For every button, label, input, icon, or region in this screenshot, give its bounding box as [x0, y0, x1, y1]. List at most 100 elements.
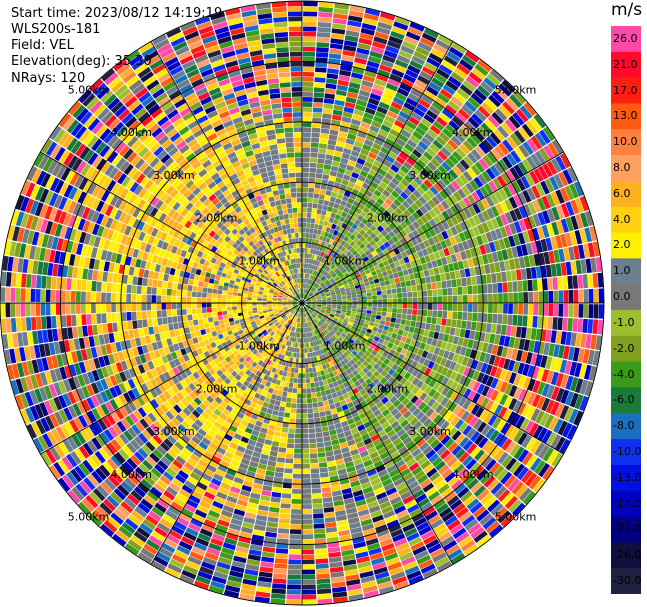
velocity-gate [211, 293, 217, 299]
velocity-gate [236, 126, 246, 134]
velocity-gate [423, 28, 439, 39]
velocity-gate [513, 257, 521, 270]
velocity-gate [194, 54, 209, 64]
velocity-gate [328, 134, 338, 141]
velocity-gate [391, 211, 399, 219]
velocity-gate [312, 289, 317, 293]
velocity-gate [290, 66, 302, 72]
velocity-gate [302, 232, 306, 238]
velocity-gate [445, 255, 453, 264]
velocity-gate [334, 242, 341, 249]
velocity-gate [55, 290, 61, 302]
velocity-gate [122, 71, 137, 84]
velocity-gate [321, 284, 327, 289]
velocity-gate [413, 50, 428, 61]
velocity-gate [157, 72, 172, 83]
velocity-gate [302, 177, 309, 183]
velocity-gate [36, 316, 42, 330]
velocity-gate [206, 150, 217, 160]
velocity-gate [322, 264, 327, 270]
velocity-gate [420, 215, 429, 224]
velocity-gate [434, 168, 444, 179]
velocity-gate [490, 218, 499, 229]
velocity-gate [306, 300, 312, 302]
velocity-gate [252, 300, 257, 303]
velocity-gate [218, 133, 229, 142]
velocity-gate [455, 252, 463, 262]
velocity-gate [279, 251, 284, 257]
velocity-gate [348, 253, 355, 260]
velocity-gate [552, 277, 558, 290]
velocity-gate [431, 48, 446, 59]
velocity-gate [429, 253, 436, 261]
velocity-gate [436, 203, 446, 213]
velocity-gate [5, 272, 12, 287]
velocity-gate [211, 16, 227, 25]
velocity-gate [484, 183, 494, 195]
velocity-gate [290, 56, 302, 62]
velocity-gate [284, 255, 288, 261]
velocity-gate [371, 287, 377, 292]
velocity-gate [463, 155, 474, 167]
velocity-gate [330, 212, 337, 219]
velocity-gate [151, 107, 163, 119]
velocity-gate [555, 155, 567, 171]
velocity-gate [305, 243, 309, 248]
velocity-gate [480, 233, 489, 244]
velocity-gate [302, 147, 311, 153]
velocity-gate [309, 167, 317, 173]
velocity-gate [305, 268, 308, 274]
velocity-gate [295, 177, 302, 183]
velocity-gate [271, 206, 278, 212]
velocity-gate [317, 204, 323, 210]
velocity-gate [322, 277, 327, 282]
velocity-gate [360, 199, 368, 206]
velocity-gate [323, 164, 332, 171]
velocity-gate [313, 283, 318, 288]
velocity-gate [345, 30, 360, 38]
velocity-gate [541, 195, 551, 210]
velocity-gate [325, 273, 331, 279]
velocity-gate [302, 238, 306, 243]
velocity-gate [486, 273, 492, 284]
velocity-gate [16, 273, 22, 288]
velocity-gate [253, 116, 264, 123]
velocity-gate [164, 266, 171, 275]
velocity-gate [360, 252, 367, 259]
velocity-gate [368, 217, 376, 225]
velocity-gate [302, 87, 314, 92]
velocity-gate [296, 187, 302, 193]
velocity-gate [527, 279, 533, 292]
velocity-gate [361, 274, 368, 280]
velocity-gate [337, 167, 346, 174]
velocity-gate [506, 247, 514, 259]
velocity-gate [511, 180, 522, 194]
velocity-gate [339, 216, 346, 223]
velocity-gate [326, 298, 332, 301]
velocity-gate [287, 1, 302, 7]
velocity-gate [314, 218, 320, 225]
velocity-gate [313, 254, 318, 260]
velocity-gate [297, 273, 300, 279]
velocity-gate [504, 260, 511, 271]
velocity-gate [306, 284, 310, 289]
velocity-gate [385, 82, 399, 92]
velocity-gate [101, 282, 107, 292]
velocity-gate [338, 273, 344, 279]
velocity-gate [298, 227, 302, 233]
velocity-gate [359, 170, 369, 178]
velocity-gate [343, 106, 354, 114]
velocity-gate [331, 191, 338, 198]
velocity-gate [179, 144, 190, 154]
velocity-gate [297, 202, 302, 208]
velocity-gate [563, 290, 569, 303]
velocity-gate [396, 54, 411, 64]
velocity-gate [101, 303, 106, 313]
velocity-gate [352, 278, 358, 284]
velocity-gate [328, 53, 342, 60]
velocity-gate [284, 127, 293, 133]
velocity-gate [273, 226, 279, 233]
velocity-gate [441, 59, 456, 71]
velocity-gate [396, 224, 404, 232]
velocity-gate [295, 273, 299, 279]
